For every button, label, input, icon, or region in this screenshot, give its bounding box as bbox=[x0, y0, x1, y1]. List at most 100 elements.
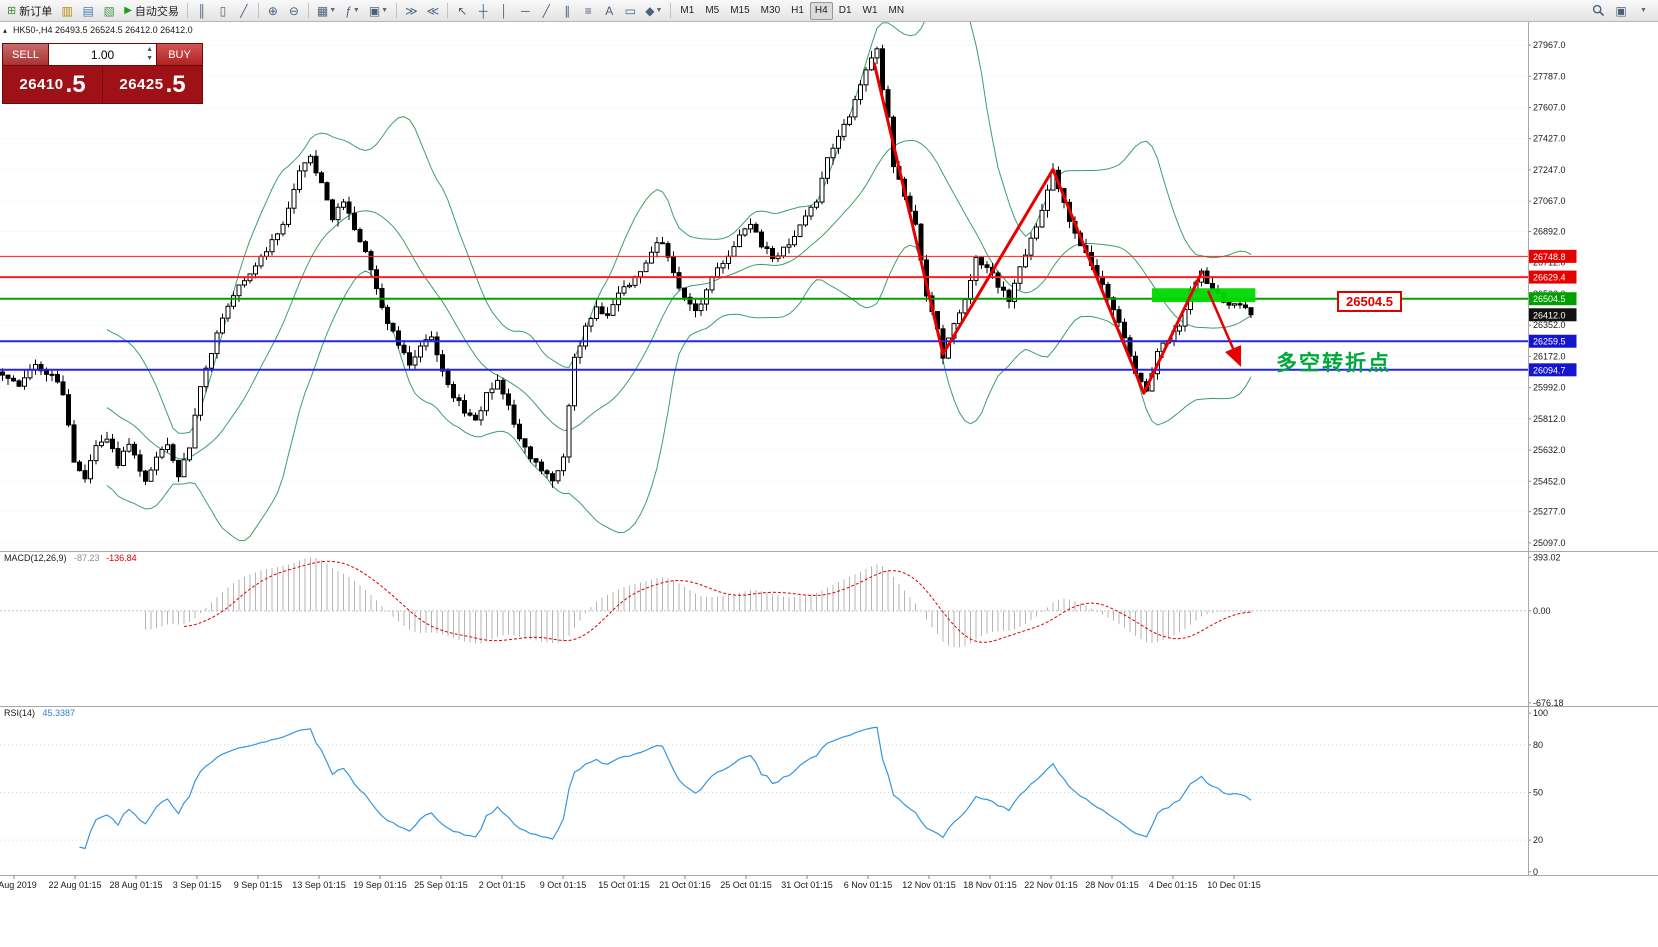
hline-layer bbox=[0, 255, 1528, 371]
svg-text:100: 100 bbox=[1533, 708, 1548, 718]
volume-value: 1.00 bbox=[90, 47, 115, 62]
price-badges: 26748.8 26629.4 26504.5 26412.0 26259.5 26094… bbox=[1528, 249, 1577, 377]
svg-text:18 Nov 01:15: 18 Nov 01:15 bbox=[963, 880, 1017, 890]
svg-text:4 Dec 01:15: 4 Dec 01:15 bbox=[1149, 880, 1198, 890]
svg-text:80: 80 bbox=[1533, 740, 1543, 750]
toolbar-separator bbox=[186, 3, 188, 18]
svg-text:26748.8: 26748.8 bbox=[1533, 252, 1566, 262]
chart-shift-button[interactable]: ≪ bbox=[423, 1, 444, 20]
macd-indicator-label: MACD(12,26,9) -87.23 -136.84 bbox=[4, 553, 137, 563]
timeframe-M5[interactable]: M5 bbox=[705, 5, 720, 16]
svg-text:27967.0: 27967.0 bbox=[1533, 40, 1566, 50]
timeframe-W1[interactable]: W1 bbox=[862, 5, 878, 16]
svg-text:2 Oct 01:15: 2 Oct 01:15 bbox=[479, 880, 526, 890]
volume-input[interactable]: 1.00 ▲ ▼ bbox=[49, 44, 156, 65]
crosshair-icon: ┼ bbox=[478, 3, 488, 18]
chevron-down-icon: ▼ bbox=[1640, 7, 1647, 14]
cursor-button[interactable]: ↖ bbox=[452, 1, 472, 20]
timeframe-MN[interactable]: MN bbox=[888, 5, 905, 16]
order-panel-top-row: SELL 1.00 ▲ ▼ BUY bbox=[3, 44, 202, 66]
panels-button[interactable]: ▣ bbox=[1611, 1, 1631, 20]
one-click-collapse-icon[interactable]: ▴ bbox=[3, 25, 8, 35]
channel-button[interactable]: ∥ bbox=[557, 1, 577, 20]
auto-trading-label: 自动交易 bbox=[134, 5, 179, 18]
highlight-rect-layer bbox=[1152, 288, 1256, 303]
tile-windows-button[interactable]: ▦ ▼ bbox=[313, 1, 340, 20]
price-axis[interactable]: 27967.0 27787.0 27607.0 27427.0 27247.0 27067… bbox=[1528, 40, 1566, 877]
label-button[interactable]: ▭ bbox=[620, 1, 640, 20]
svg-text:31 Oct 01:15: 31 Oct 01:15 bbox=[781, 880, 833, 890]
volume-stepper[interactable]: ▲ ▼ bbox=[146, 45, 153, 63]
new-order-button[interactable]: ⊞ 新订单 bbox=[3, 1, 56, 20]
buy-price-fraction: .5 bbox=[165, 70, 186, 98]
crosshair-button[interactable]: ┼ bbox=[473, 1, 493, 20]
price-callout: 26504.5 bbox=[1337, 291, 1402, 312]
candlestick-button[interactable]: ▯ bbox=[213, 1, 233, 20]
svg-text:25 Oct 01:15: 25 Oct 01:15 bbox=[720, 880, 772, 890]
zoom-out-button[interactable]: ⊖ bbox=[284, 1, 304, 20]
macd-signal-value: -136.84 bbox=[106, 553, 137, 563]
time-axis[interactable]: 6 Aug 2019 22 Aug 01:15 28 Aug 01:15 3 Sep … bbox=[0, 875, 1658, 890]
zoom-in-icon: ⊕ bbox=[267, 3, 278, 18]
buy-button[interactable]: BUY bbox=[156, 44, 202, 65]
svg-text:-676.18: -676.18 bbox=[1533, 698, 1564, 708]
market-watch-button[interactable]: ▥ bbox=[57, 1, 77, 20]
horizontal-line-button[interactable]: ─ bbox=[515, 1, 535, 20]
auto-scroll-icon: ≫ bbox=[405, 3, 418, 18]
shapes-button[interactable]: ◆ ▼ bbox=[641, 1, 666, 20]
toolbar-separator bbox=[307, 3, 309, 18]
trendline-button[interactable]: ╱ bbox=[536, 1, 556, 20]
navigator-button[interactable]: ▧ bbox=[99, 1, 119, 20]
indicators-button[interactable]: ƒ ▼ bbox=[341, 1, 364, 20]
fibonacci-button[interactable]: ≡ bbox=[578, 1, 598, 20]
text-button[interactable]: A bbox=[599, 1, 619, 20]
svg-text:6 Aug 2019: 6 Aug 2019 bbox=[0, 880, 37, 890]
macd-value: -87.23 bbox=[74, 553, 100, 563]
annotation-layer bbox=[872, 62, 1242, 395]
vertical-line-button[interactable]: │ bbox=[494, 1, 514, 20]
timeframe-M1[interactable]: M1 bbox=[680, 5, 695, 16]
sell-button[interactable]: SELL bbox=[3, 44, 49, 65]
buy-price[interactable]: 26425 .5 bbox=[103, 66, 202, 103]
svg-text:393.02: 393.02 bbox=[1533, 552, 1561, 562]
search-button[interactable] bbox=[1588, 1, 1609, 20]
stepper-down-icon[interactable]: ▼ bbox=[146, 55, 153, 62]
svg-text:22 Aug 01:15: 22 Aug 01:15 bbox=[48, 880, 101, 890]
svg-text:0.00: 0.00 bbox=[1533, 606, 1551, 616]
data-window-button[interactable]: ▤ bbox=[78, 1, 98, 20]
chart-shift-icon: ≪ bbox=[426, 3, 440, 18]
grid-layer bbox=[0, 44, 1528, 544]
timeframe-H4[interactable]: H4 bbox=[809, 1, 833, 20]
timeframe-H1[interactable]: H1 bbox=[791, 5, 804, 16]
svg-text:9 Sep 01:15: 9 Sep 01:15 bbox=[234, 880, 283, 890]
line-chart-button[interactable]: ╱ bbox=[234, 1, 254, 20]
auto-trading-icon: ▶ bbox=[124, 5, 132, 16]
timeframe-M30[interactable]: M30 bbox=[760, 5, 781, 16]
timeframe-M15[interactable]: M15 bbox=[730, 5, 750, 16]
sell-price[interactable]: 26410 .5 bbox=[3, 66, 103, 103]
svg-text:50: 50 bbox=[1533, 787, 1543, 797]
svg-text:25992.0: 25992.0 bbox=[1533, 383, 1566, 393]
panel-frames bbox=[0, 22, 1658, 875]
macd-title: MACD(12,26,9) bbox=[4, 553, 67, 563]
svg-text:26172.0: 26172.0 bbox=[1533, 351, 1566, 361]
horizontal-line-icon: ─ bbox=[520, 3, 530, 18]
svg-text:25452.0: 25452.0 bbox=[1533, 476, 1566, 486]
pivot-annotation-text: 多空转折点 bbox=[1276, 352, 1391, 375]
svg-text:25097.0: 25097.0 bbox=[1533, 538, 1566, 548]
candles-layer bbox=[0, 44, 1254, 488]
tile-windows-icon: ▦ bbox=[316, 3, 329, 18]
channel-icon: ∥ bbox=[564, 3, 571, 18]
svg-text:12 Nov 01:15: 12 Nov 01:15 bbox=[902, 880, 956, 890]
templates-button[interactable]: ▣ ▼ bbox=[365, 1, 392, 20]
timeframe-D1[interactable]: D1 bbox=[838, 5, 852, 16]
auto-trading-button[interactable]: ▶ 自动交易 bbox=[120, 1, 183, 20]
svg-text:27247.0: 27247.0 bbox=[1533, 165, 1566, 175]
toolbar-overflow-button[interactable]: ▼ bbox=[1633, 1, 1653, 20]
zoom-in-button[interactable]: ⊕ bbox=[263, 1, 283, 20]
stepper-up-icon[interactable]: ▲ bbox=[146, 46, 153, 53]
bar-chart-button[interactable]: ║ bbox=[192, 1, 212, 20]
chevron-down-icon: ▼ bbox=[329, 7, 337, 14]
auto-scroll-button[interactable]: ≫ bbox=[401, 1, 422, 20]
